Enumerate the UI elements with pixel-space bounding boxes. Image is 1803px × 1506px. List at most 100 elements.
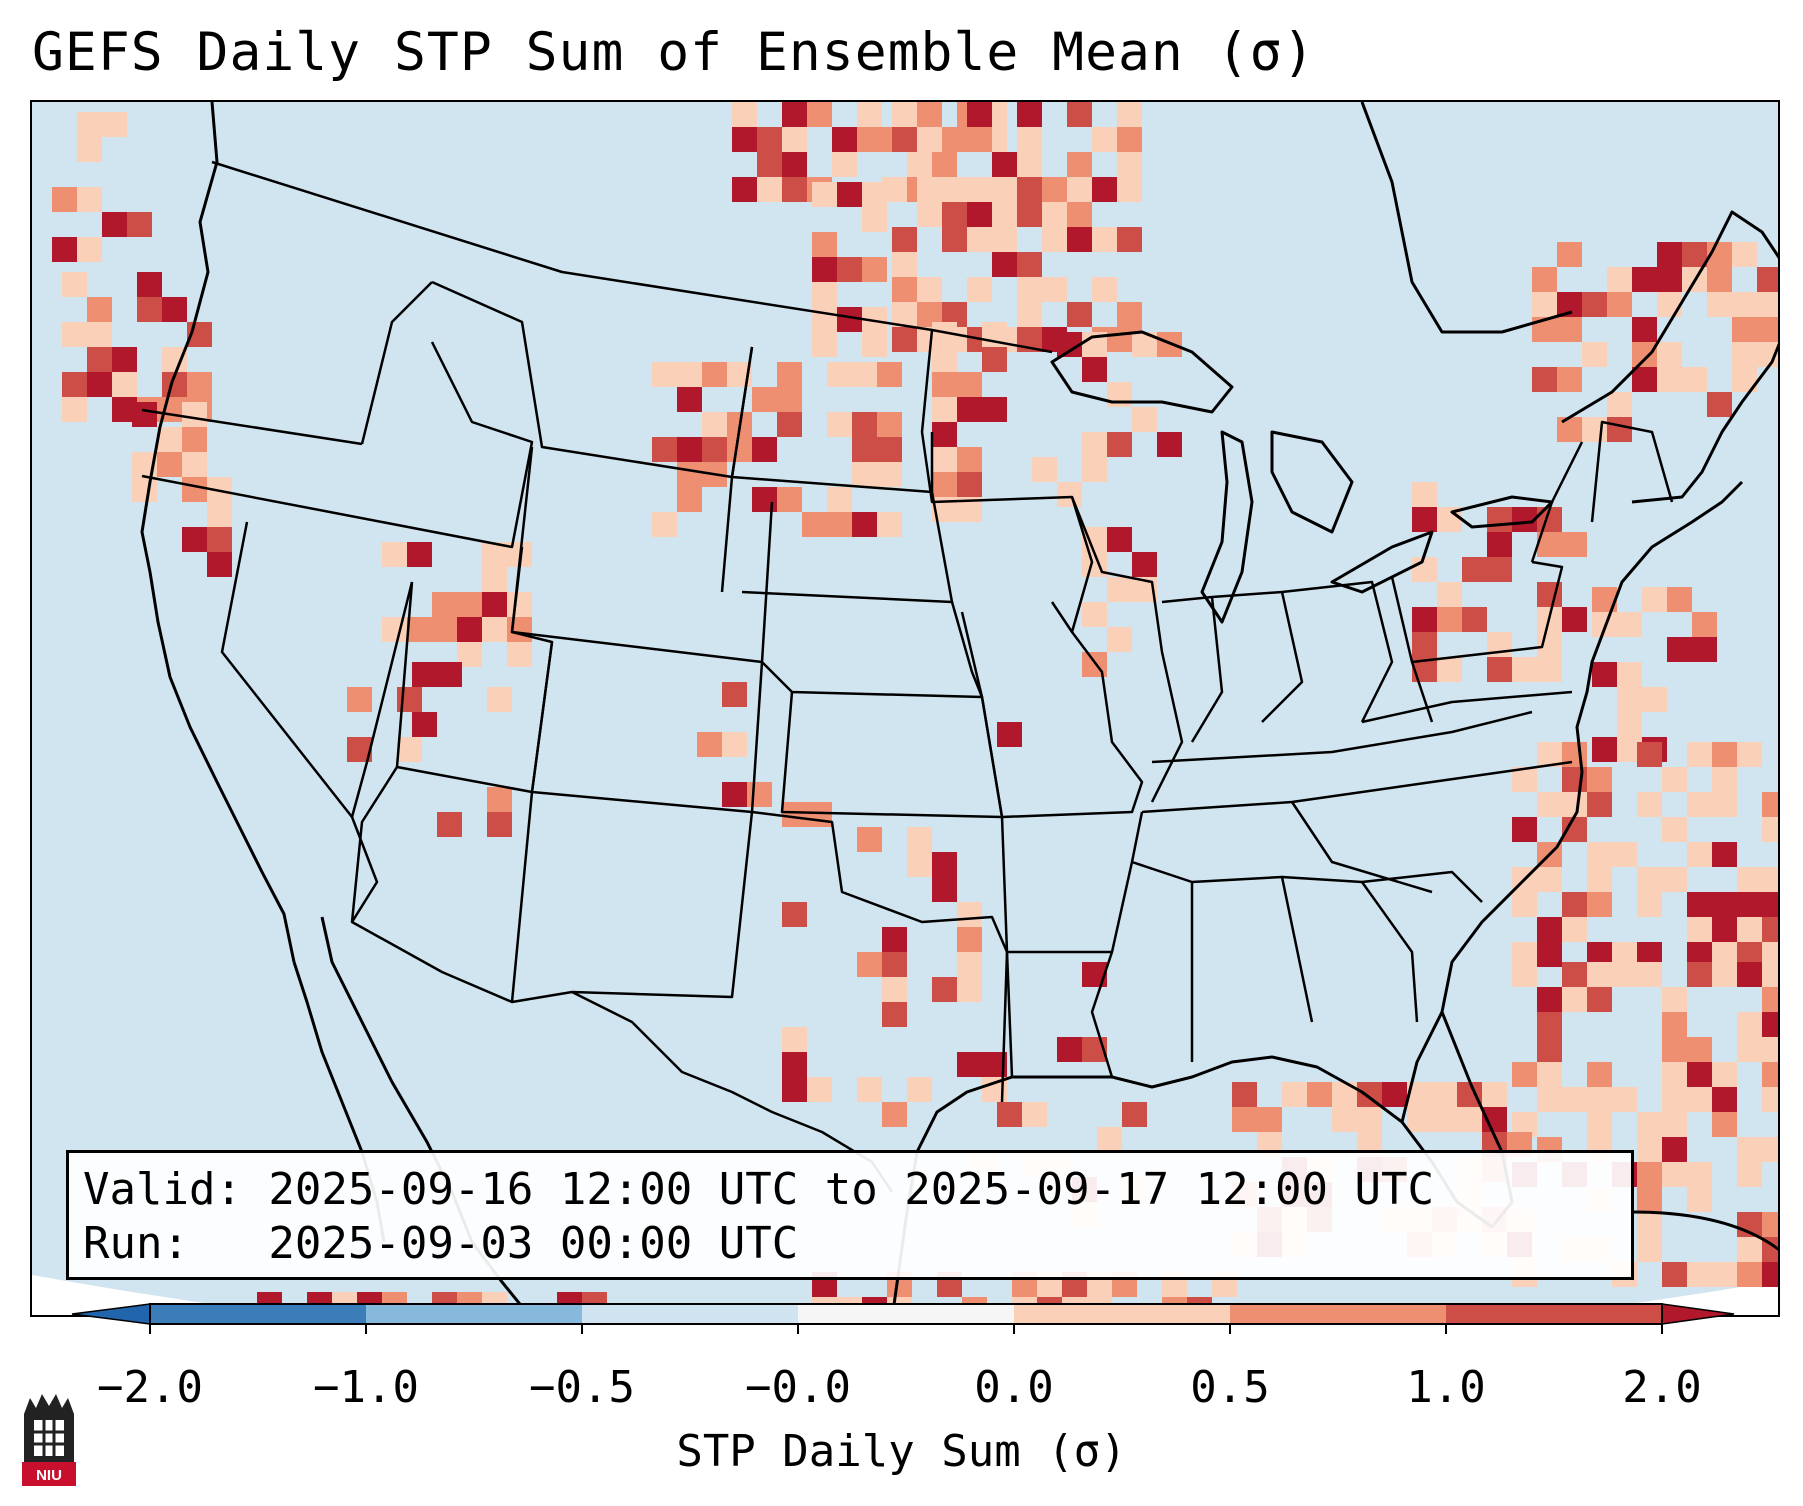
anomaly-cell xyxy=(1412,607,1437,632)
anomaly-cell xyxy=(102,212,127,237)
anomaly-cell xyxy=(1642,687,1667,712)
anomaly-cell xyxy=(1687,842,1712,867)
anomaly-cell xyxy=(1332,1107,1357,1132)
anomaly-cell xyxy=(882,1002,907,1027)
canada-us-border xyxy=(211,160,1053,354)
anomaly-cell xyxy=(1017,302,1042,327)
anomaly-cell xyxy=(62,372,87,397)
anomaly-cell xyxy=(942,227,967,252)
lake-michigan-outline xyxy=(1200,430,1254,624)
anomaly-cell xyxy=(877,412,902,437)
anomaly-cell xyxy=(967,202,992,227)
anomaly-cell xyxy=(827,412,852,437)
anomaly-cell xyxy=(1617,712,1642,737)
wyoming-border xyxy=(510,446,774,664)
mississippi-alabama-border xyxy=(1131,860,1419,1062)
anomaly-cell xyxy=(1512,657,1537,682)
anomaly-cell xyxy=(52,187,77,212)
colorbar xyxy=(71,1303,1735,1334)
anomaly-cell xyxy=(1582,417,1607,442)
anomaly-cell xyxy=(942,177,967,202)
anomaly-cell xyxy=(1707,292,1732,317)
anomaly-cell xyxy=(1017,102,1042,127)
anomaly-cell xyxy=(1107,432,1132,457)
colorbar-segment xyxy=(798,1304,1014,1324)
new-england-coast-line xyxy=(1631,342,1778,504)
anomaly-cell xyxy=(1562,892,1587,917)
anomaly-cell xyxy=(1557,317,1582,342)
anomaly-cell xyxy=(757,152,782,177)
west-coast-line xyxy=(140,102,296,963)
anomaly-cell xyxy=(1562,532,1587,557)
anomaly-cell xyxy=(1737,1137,1762,1162)
anomaly-cell xyxy=(1632,342,1657,367)
new-york-border xyxy=(1530,420,1674,563)
anomaly-cell xyxy=(1107,577,1132,602)
colorbar-segments xyxy=(71,1303,1735,1325)
anomaly-cell xyxy=(892,327,917,352)
anomaly-cell xyxy=(722,682,747,707)
anomaly-cell xyxy=(182,427,207,452)
colorado-border xyxy=(530,641,764,814)
anomaly-cell xyxy=(882,927,907,952)
colorbar-label: STP Daily Sum (σ) xyxy=(676,1426,1127,1477)
anomaly-cell xyxy=(1662,1037,1687,1062)
anomaly-cell xyxy=(752,387,777,412)
anomaly-cell xyxy=(732,177,757,202)
anomaly-cell xyxy=(1117,302,1142,327)
anomaly-cell xyxy=(1732,342,1757,367)
anomaly-cell xyxy=(852,362,877,387)
anomaly-cell xyxy=(1537,987,1562,1012)
anomaly-cell xyxy=(1637,1137,1662,1162)
anomaly-cell xyxy=(1737,1037,1762,1062)
anomaly-cell xyxy=(812,257,837,282)
anomaly-cell xyxy=(482,567,507,592)
anomaly-cell xyxy=(1692,612,1717,637)
anomaly-cell xyxy=(182,477,207,502)
anomaly-cell xyxy=(157,427,182,452)
anomaly-cell xyxy=(1557,242,1582,267)
anomaly-cell xyxy=(957,372,982,397)
anomaly-cell xyxy=(1587,842,1612,867)
anomaly-cell xyxy=(1537,1037,1562,1062)
anomaly-cell xyxy=(1607,392,1632,417)
anomaly-cell xyxy=(1562,1087,1587,1112)
anomaly-cell xyxy=(1617,612,1642,637)
anomaly-cell xyxy=(207,527,232,552)
anomaly-cell xyxy=(1582,292,1607,317)
anomaly-cell xyxy=(757,127,782,152)
anomaly-cell xyxy=(1512,817,1537,842)
anomaly-cell xyxy=(857,1077,882,1102)
anomaly-cell xyxy=(1562,917,1587,942)
anomaly-cell xyxy=(852,412,877,437)
anomaly-cell xyxy=(1432,1082,1457,1107)
anomaly-cell xyxy=(1637,892,1662,917)
tennessee-kentucky-border xyxy=(1141,710,1573,814)
anomaly-cell xyxy=(1257,1107,1282,1132)
colorbar-tick-label: −0.0 xyxy=(745,1362,851,1413)
anomaly-cell xyxy=(877,437,902,462)
anomaly-cell xyxy=(1637,1212,1662,1237)
lake-ontario-outline xyxy=(1450,495,1554,529)
anomaly-cell xyxy=(87,322,112,347)
anomaly-cell xyxy=(1017,277,1042,302)
anomaly-cell xyxy=(1537,1062,1562,1087)
anomaly-cell xyxy=(1082,432,1107,457)
anomaly-cell xyxy=(1082,357,1107,382)
anomaly-cell xyxy=(917,277,942,302)
anomaly-cell xyxy=(997,722,1022,747)
anomaly-cell xyxy=(782,1077,807,1102)
anomaly-cell xyxy=(757,177,782,202)
anomaly-cell xyxy=(782,802,807,827)
anomaly-cell xyxy=(1487,657,1512,682)
anomaly-cell xyxy=(102,112,127,137)
anomaly-cell xyxy=(1017,202,1042,227)
anomaly-cell xyxy=(857,102,882,127)
anomaly-cell xyxy=(1557,417,1582,442)
anomaly-cell xyxy=(407,617,432,642)
washington-oregon-border xyxy=(141,408,363,446)
anomaly-cell xyxy=(1662,1262,1687,1287)
anomaly-cell xyxy=(1107,627,1132,652)
anomaly-cell xyxy=(187,372,212,397)
ohio-indiana-border xyxy=(1161,580,1394,743)
